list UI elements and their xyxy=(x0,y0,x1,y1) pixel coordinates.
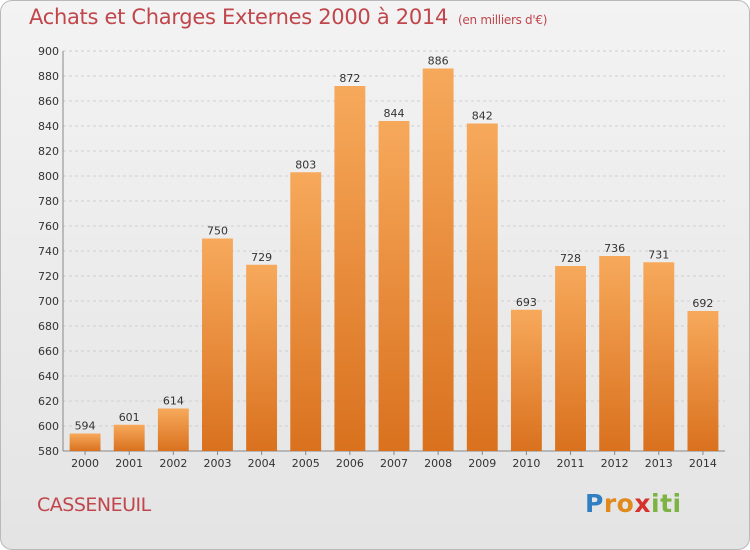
data-label-2014: 692 xyxy=(692,297,713,310)
data-label-2006: 872 xyxy=(339,72,360,85)
x-tick-label-2002: 2002 xyxy=(159,457,187,470)
y-tick-label-600: 600 xyxy=(38,420,59,433)
logo-letter: i xyxy=(672,489,682,518)
data-label-2011: 728 xyxy=(560,252,581,265)
bar-2010 xyxy=(510,309,542,451)
x-tick-label-2010: 2010 xyxy=(512,457,540,470)
chart-title: Achats et Charges Externes 2000 à 2014 (e… xyxy=(29,5,547,29)
data-label-2000: 594 xyxy=(75,420,96,433)
bar-2001 xyxy=(113,424,145,451)
bar-2006 xyxy=(334,86,366,451)
x-tick-label-2001: 2001 xyxy=(115,457,143,470)
data-label-2008: 886 xyxy=(428,55,449,68)
axes: 580 600 620 640 660 680 700 720 740 760 780 800 820 8… xyxy=(38,45,725,470)
town-name: CASSENEUIL xyxy=(37,494,151,516)
y-tick-label-720: 720 xyxy=(38,270,59,283)
x-tick-label-2012: 2012 xyxy=(601,457,629,470)
x-tick-label-2003: 2003 xyxy=(203,457,231,470)
y-tick-label-620: 620 xyxy=(38,395,59,408)
chart-subtitle: (en milliers d'€) xyxy=(458,13,548,27)
bar-2012 xyxy=(599,256,631,451)
y-tick-label-860: 860 xyxy=(38,95,59,108)
data-label-2001: 601 xyxy=(119,411,140,424)
bar-2004 xyxy=(246,264,278,451)
logo-letter: i xyxy=(651,489,661,518)
logo-letter: x xyxy=(634,489,651,518)
bar-2014 xyxy=(687,311,719,451)
logo-letter: t xyxy=(660,489,673,518)
x-tick-label-2011: 2011 xyxy=(557,457,585,470)
y-tick-label-700: 700 xyxy=(38,295,59,308)
y-tick-label-760: 760 xyxy=(38,220,59,233)
x-tick-label-2008: 2008 xyxy=(424,457,452,470)
y-tick-label-580: 580 xyxy=(38,445,59,458)
x-tick-label-2007: 2007 xyxy=(380,457,408,470)
y-tick-label-780: 780 xyxy=(38,195,59,208)
bar-2009 xyxy=(466,123,498,451)
bars xyxy=(69,68,719,451)
x-tick-label-2009: 2009 xyxy=(468,457,496,470)
bar-2013 xyxy=(643,262,675,451)
bar-2003 xyxy=(202,238,233,451)
y-tick-label-740: 740 xyxy=(38,245,59,258)
logo-letter: P xyxy=(585,489,604,518)
bar-2008 xyxy=(422,68,454,451)
y-tick-label-680: 680 xyxy=(38,320,59,333)
y-tick-label-820: 820 xyxy=(38,145,59,158)
data-label-2007: 844 xyxy=(384,107,405,120)
data-labels: 594 601 614 750 729 803 872 844 886 842 693 728 736 7… xyxy=(75,55,714,433)
logo-letter: o xyxy=(616,489,635,518)
x-tick-label-2006: 2006 xyxy=(336,457,364,470)
data-label-2005: 803 xyxy=(295,158,316,171)
bar-2007 xyxy=(378,121,410,451)
y-tick-label-660: 660 xyxy=(38,345,59,358)
y-tick-label-880: 880 xyxy=(38,70,59,83)
y-tick-label-840: 840 xyxy=(38,120,59,133)
y-tick-label-640: 640 xyxy=(38,370,59,383)
data-label-2004: 729 xyxy=(251,251,272,264)
bar-2002 xyxy=(157,408,189,451)
y-tick-label-900: 900 xyxy=(38,45,59,58)
data-label-2009: 842 xyxy=(472,110,493,123)
y-tick-label-800: 800 xyxy=(38,170,59,183)
data-label-2003: 750 xyxy=(207,225,228,238)
x-tick-label-2005: 2005 xyxy=(292,457,320,470)
x-tick-label-2000: 2000 xyxy=(71,457,99,470)
data-label-2002: 614 xyxy=(163,395,184,408)
data-label-2012: 736 xyxy=(604,242,625,255)
logo-letter: r xyxy=(603,489,617,518)
title-text: Achats et Charges Externes 2000 à 2014 xyxy=(29,5,449,29)
data-label-2013: 731 xyxy=(648,248,669,261)
bar-2005 xyxy=(290,172,322,451)
bar-2011 xyxy=(555,266,586,451)
proxiti-logo[interactable]: Proxiti xyxy=(585,489,682,518)
data-label-2010: 693 xyxy=(516,296,537,309)
x-tick-label-2013: 2013 xyxy=(645,457,673,470)
bar-2000 xyxy=(69,433,101,451)
x-tick-label-2014: 2014 xyxy=(689,457,717,470)
x-tick-label-2004: 2004 xyxy=(248,457,276,470)
